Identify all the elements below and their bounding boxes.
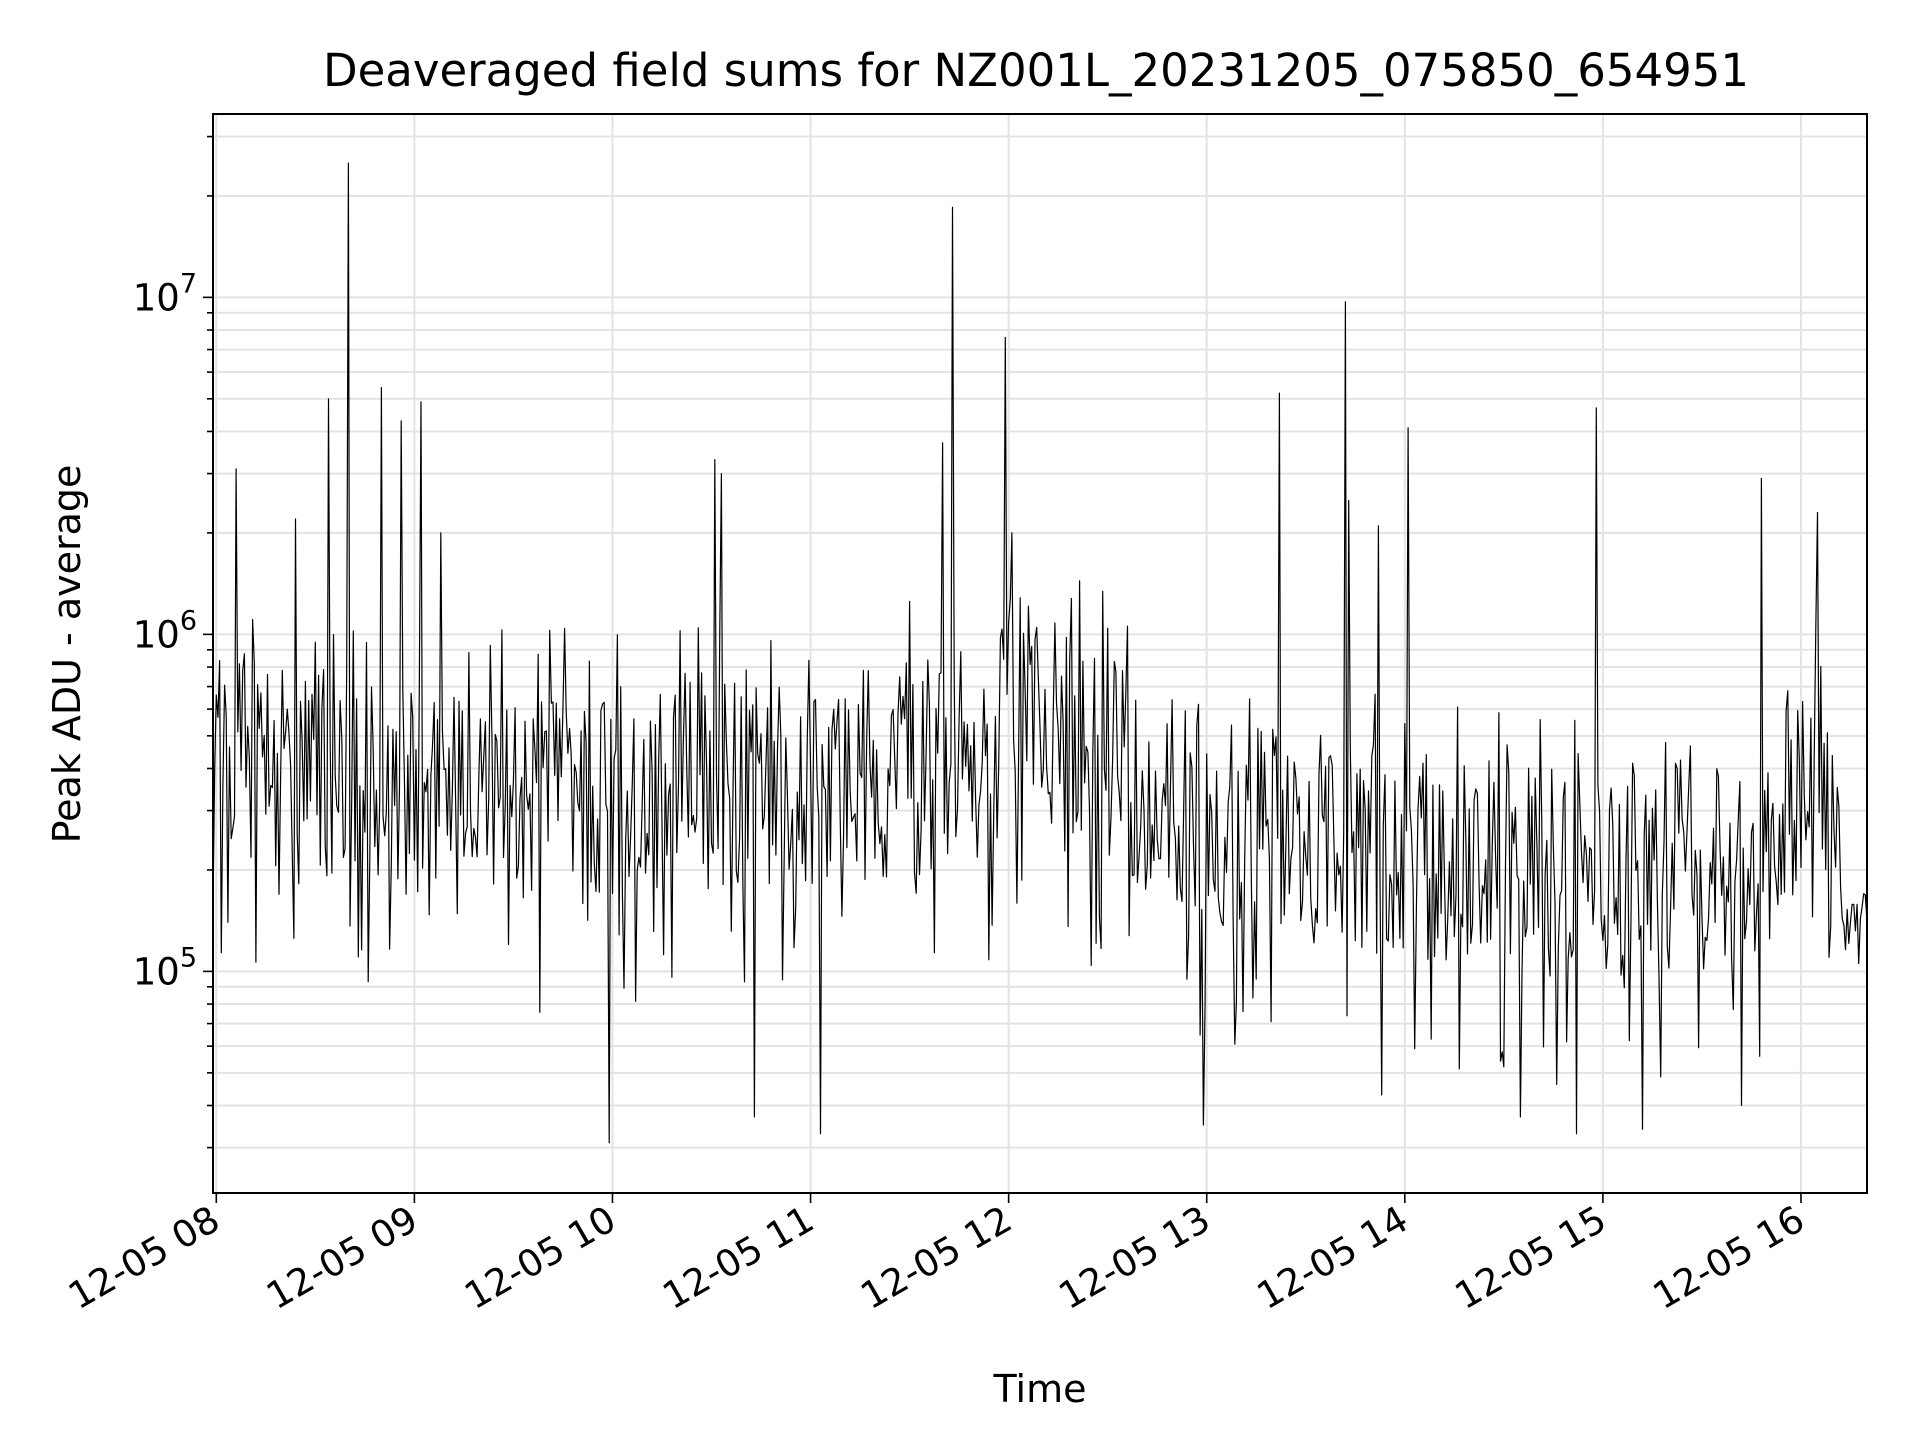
y-tick-label: 106 xyxy=(133,605,197,656)
x-tick-label: 12-05 12 xyxy=(854,1198,1020,1318)
x-tick-label: 12-05 09 xyxy=(259,1198,425,1318)
x-axis: 12-05 08 12-05 09 12-05 10 12-05 11 12-05 12… xyxy=(61,1193,1811,1318)
x-tick-label: 12-05 14 xyxy=(1250,1198,1416,1318)
x-tick-label: 12-05 08 xyxy=(61,1198,227,1318)
x-axis-label: Time xyxy=(993,1367,1087,1411)
data-series-line xyxy=(212,162,1868,1144)
chart-title: Deaveraged field sums for NZ001L_2023120… xyxy=(323,44,1749,97)
x-tick-label: 12-05 15 xyxy=(1448,1198,1614,1318)
x-tick-label: 12-05 10 xyxy=(457,1198,623,1318)
y-axis: 105 106 107 xyxy=(133,135,213,1149)
x-tick-label: 12-05 13 xyxy=(1052,1198,1218,1318)
y-axis-label: Peak ADU - average xyxy=(45,465,89,844)
x-tick-label: 12-05 11 xyxy=(655,1198,821,1318)
y-tick-label: 105 xyxy=(133,942,197,993)
x-tick-label: 12-05 16 xyxy=(1646,1198,1812,1318)
y-tick-label: 107 xyxy=(133,268,197,319)
plot-area xyxy=(212,113,1868,1194)
grid xyxy=(213,114,1867,1193)
